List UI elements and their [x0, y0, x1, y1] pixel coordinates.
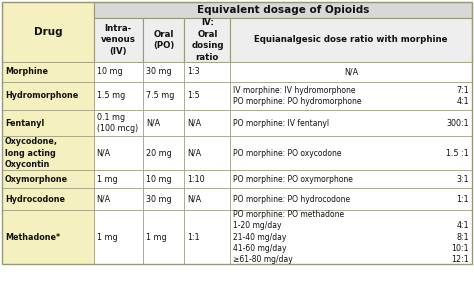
Bar [2, 188, 94, 210]
Bar [94, 136, 143, 170]
Bar [184, 210, 230, 264]
Bar [184, 62, 230, 82]
Bar [230, 136, 472, 170]
Text: IV morphine: IV hydromorphone
PO morphine: PO hydromorphone: IV morphine: IV hydromorphone PO morphin… [233, 86, 362, 106]
Text: 1.5 mg: 1.5 mg [97, 92, 125, 101]
Text: PO morphine: PO oxymorphone: PO morphine: PO oxymorphone [233, 175, 353, 184]
Bar [184, 18, 230, 62]
Text: N/A: N/A [97, 149, 111, 158]
Bar [2, 62, 94, 82]
Text: 7.5 mg: 7.5 mg [146, 92, 174, 101]
Text: 1:1: 1:1 [187, 232, 200, 242]
Bar [94, 210, 143, 264]
Text: Fentanyl: Fentanyl [5, 118, 44, 127]
Text: Oxycodone,
long acting
Oxycontin: Oxycodone, long acting Oxycontin [5, 137, 58, 169]
Text: PO morphine: PO oxycodone: PO morphine: PO oxycodone [233, 149, 342, 158]
Text: N/A: N/A [97, 194, 111, 203]
Bar [2, 170, 94, 188]
Bar [143, 136, 184, 170]
Bar [2, 110, 94, 136]
Text: 10 mg: 10 mg [146, 175, 172, 184]
Bar [230, 170, 472, 188]
Text: Hydromorphone: Hydromorphone [5, 92, 78, 101]
Text: N/A: N/A [187, 149, 201, 158]
Bar [94, 188, 143, 210]
Bar [2, 136, 94, 170]
Bar [143, 62, 184, 82]
Text: 300:1: 300:1 [447, 118, 469, 127]
Text: 20 mg: 20 mg [146, 149, 172, 158]
Bar [143, 210, 184, 264]
Bar [230, 210, 472, 264]
Text: 10 mg: 10 mg [97, 68, 122, 77]
Text: N/A: N/A [187, 118, 201, 127]
Bar [230, 110, 472, 136]
Text: 1 mg: 1 mg [146, 232, 167, 242]
Bar [94, 170, 143, 188]
Bar [143, 18, 184, 62]
Bar [2, 210, 94, 264]
Text: Intra-
venous
(IV): Intra- venous (IV) [101, 24, 136, 56]
Text: Morphine: Morphine [5, 68, 48, 77]
Text: Oxymorphone: Oxymorphone [5, 175, 68, 184]
Text: Oral
(PO): Oral (PO) [153, 30, 174, 50]
Text: 7:1
4:1: 7:1 4:1 [456, 86, 469, 106]
Text: Equianalgesic dose ratio with morphine: Equianalgesic dose ratio with morphine [255, 36, 448, 45]
Bar [94, 110, 143, 136]
Bar [143, 110, 184, 136]
Text: 1 mg: 1 mg [97, 175, 117, 184]
Bar [143, 188, 184, 210]
Bar [184, 110, 230, 136]
Text: Equivalent dosage of Opioids: Equivalent dosage of Opioids [197, 5, 369, 15]
Text: PO morphine: PO hydrocodone: PO morphine: PO hydrocodone [233, 194, 351, 203]
Text: PO morphine: IV fentanyl: PO morphine: IV fentanyl [233, 118, 329, 127]
Bar [230, 18, 472, 62]
Text: N/A: N/A [187, 194, 201, 203]
Bar [184, 188, 230, 210]
Text: N/A: N/A [146, 118, 160, 127]
Bar [94, 62, 143, 82]
Bar [230, 188, 472, 210]
Text: Drug: Drug [34, 27, 62, 37]
Bar [143, 170, 184, 188]
Bar [94, 18, 143, 62]
Text: 3:1: 3:1 [456, 175, 469, 184]
Text: 30 mg: 30 mg [146, 194, 172, 203]
Bar [143, 82, 184, 110]
Bar [94, 2, 472, 18]
Bar [184, 170, 230, 188]
Text: 4:1
8:1
10:1
12:1: 4:1 8:1 10:1 12:1 [451, 210, 469, 264]
Bar [184, 82, 230, 110]
Bar [230, 62, 472, 82]
Text: 1.5 :1: 1.5 :1 [446, 149, 469, 158]
Text: 1:10: 1:10 [187, 175, 205, 184]
Bar [94, 82, 143, 110]
Bar [230, 82, 472, 110]
Text: N/A: N/A [344, 68, 358, 77]
Bar [184, 136, 230, 170]
Text: 1:5: 1:5 [187, 92, 200, 101]
Text: PO morphine: PO methadone
1-20 mg/day
21-40 mg/day
41-60 mg/day
≥61-80 mg/day: PO morphine: PO methadone 1-20 mg/day 21… [233, 210, 345, 264]
Text: 0.1 mg
(100 mcg): 0.1 mg (100 mcg) [97, 113, 138, 133]
Text: IV:
Oral
dosing
ratio: IV: Oral dosing ratio [191, 18, 224, 62]
Text: 1:1: 1:1 [456, 194, 469, 203]
Bar [2, 2, 94, 62]
Bar [2, 82, 94, 110]
Text: 1 mg: 1 mg [97, 232, 117, 242]
Text: Methadone*: Methadone* [5, 232, 60, 242]
Text: 1:3: 1:3 [187, 68, 200, 77]
Text: 30 mg: 30 mg [146, 68, 172, 77]
Text: Hydrocodone: Hydrocodone [5, 194, 65, 203]
